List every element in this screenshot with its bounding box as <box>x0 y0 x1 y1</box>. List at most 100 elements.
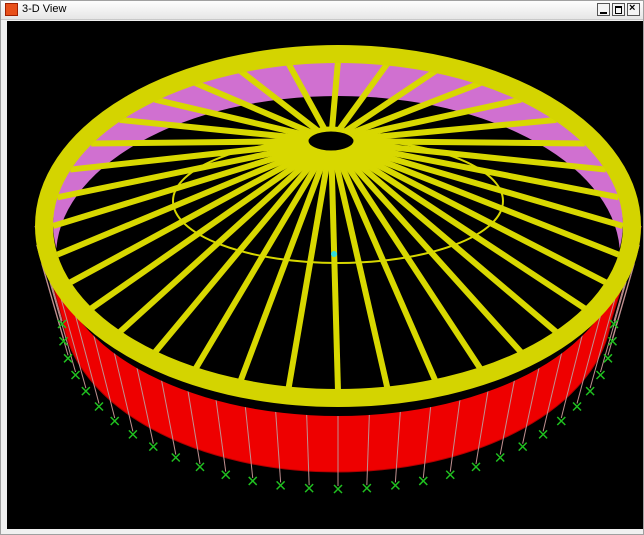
support <box>148 442 158 452</box>
wall-seam <box>607 263 635 356</box>
rafter <box>237 139 334 383</box>
supports <box>57 319 619 494</box>
wall-seam <box>49 281 76 373</box>
support <box>518 442 528 452</box>
wall-seam <box>243 397 254 478</box>
viewport <box>7 21 643 529</box>
rafter <box>285 140 334 390</box>
rafter <box>328 140 391 390</box>
wall-seam <box>92 331 116 419</box>
support <box>221 470 231 480</box>
rafter <box>194 80 333 144</box>
support <box>445 470 455 480</box>
support <box>128 429 138 439</box>
wall-seam <box>159 371 177 455</box>
support <box>276 480 286 490</box>
rafter <box>330 138 624 229</box>
rafter <box>330 96 522 144</box>
app-icon <box>5 3 18 16</box>
rafter <box>119 116 332 144</box>
rafter <box>89 138 333 311</box>
wall-seam <box>75 315 100 404</box>
support <box>607 336 618 346</box>
wall-seam <box>60 299 87 389</box>
support <box>556 416 566 426</box>
support <box>471 462 481 472</box>
support <box>248 476 258 486</box>
support <box>195 462 205 472</box>
rafter <box>330 138 607 173</box>
support <box>58 336 69 346</box>
rafter <box>328 139 439 383</box>
wall-seam <box>576 315 601 404</box>
wall-seam <box>422 397 433 478</box>
support <box>603 353 613 363</box>
rafter <box>91 138 332 147</box>
wall-seam <box>499 371 517 455</box>
rafter <box>329 138 620 258</box>
rafter <box>329 80 482 144</box>
support <box>418 476 428 486</box>
support <box>495 452 505 463</box>
support <box>63 353 73 363</box>
origin-axis <box>331 251 337 257</box>
tank-model <box>34 45 642 494</box>
support <box>390 480 400 490</box>
wall-seam <box>186 381 201 464</box>
support <box>362 483 372 493</box>
rafter <box>192 139 334 371</box>
support <box>57 319 67 329</box>
hub <box>303 126 359 156</box>
support <box>538 429 548 439</box>
rafter <box>69 138 332 173</box>
rafter <box>329 138 587 312</box>
support <box>585 386 595 396</box>
wall-seam <box>600 281 627 373</box>
minimize-button[interactable] <box>597 3 610 16</box>
rafter <box>330 138 620 201</box>
support <box>110 416 120 426</box>
support <box>171 452 181 463</box>
wall-seam <box>542 346 564 432</box>
rafter <box>328 140 341 392</box>
rafter <box>56 138 332 201</box>
wall-seam <box>522 359 542 444</box>
support <box>595 370 606 380</box>
support <box>304 483 314 493</box>
wall-seam <box>589 299 616 389</box>
interior <box>56 96 620 416</box>
rafter <box>117 138 334 335</box>
support <box>333 484 343 494</box>
rafter <box>329 68 438 144</box>
rafter <box>330 138 585 147</box>
wall-seam <box>449 390 462 472</box>
wall-seam <box>366 404 371 486</box>
support <box>572 401 582 412</box>
rafters <box>52 60 624 392</box>
rafter <box>328 139 484 371</box>
rafter <box>330 116 557 144</box>
wall-seam <box>394 402 402 483</box>
wall-seam <box>214 390 227 472</box>
close-button[interactable]: × <box>627 2 640 16</box>
support <box>81 386 91 396</box>
rafter <box>56 138 333 258</box>
wall-seam <box>475 381 490 464</box>
rafter <box>328 138 524 355</box>
maximize-button[interactable] <box>612 3 625 16</box>
rafter <box>52 138 332 229</box>
rafter <box>329 138 559 335</box>
support <box>70 370 81 380</box>
rafter <box>152 139 334 355</box>
support <box>609 319 619 329</box>
window-title: 3-D View <box>22 3 67 15</box>
wall-seam <box>134 359 154 444</box>
wall-seam <box>274 402 282 483</box>
rafter <box>329 138 608 286</box>
wall-seam <box>112 346 134 432</box>
title-bar: 3-D View × <box>1 1 643 20</box>
rafter <box>68 138 333 286</box>
rafter <box>154 96 332 144</box>
rim <box>35 45 641 407</box>
